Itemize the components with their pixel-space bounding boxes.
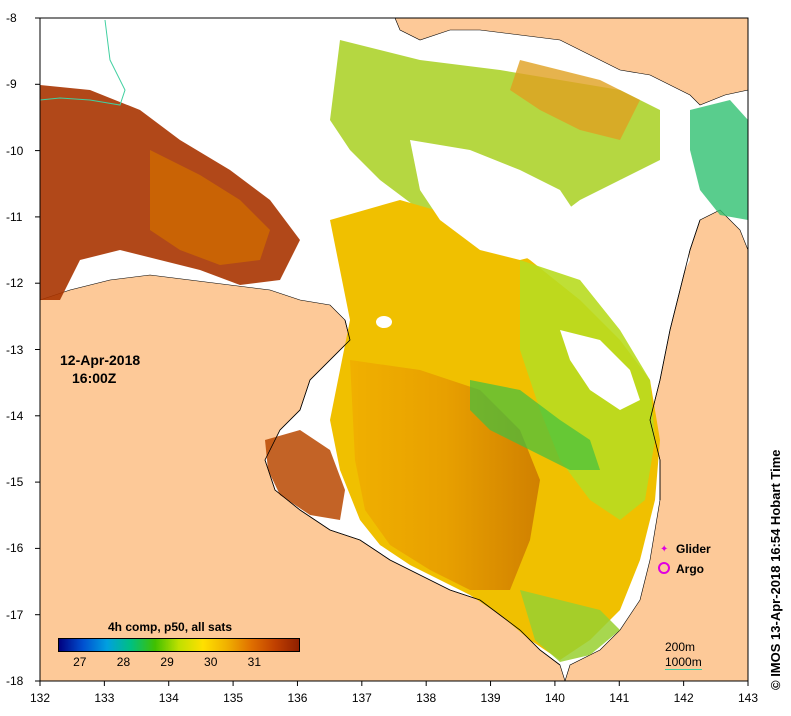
cloud-gap-3 [560,330,640,410]
cloud-gap-2 [600,170,690,330]
y-tick-label: -13 [6,342,24,357]
sst-data [40,30,748,662]
colorbar-tick-label: 28 [116,655,131,669]
y-tick-label: -12 [6,276,24,291]
coastline [264,219,701,666]
axis-ticks [35,17,749,686]
sst-north-orange [510,60,640,140]
x-tick-label: 133 [94,691,115,705]
sst-east-cool [690,100,748,220]
x-tick-label: 132 [30,691,51,705]
colorbar-tick-label: 29 [160,655,174,669]
x-tick-label: 136 [287,691,308,705]
colorbar-title: 4h comp, p50, all sats [108,620,233,634]
glider-marker-icon: ✦ [660,544,669,555]
y-tick-label: -15 [6,475,24,490]
cloud-gap-5 [140,30,330,160]
x-tick-label: 134 [158,691,179,705]
time-label: 16:00Z [72,370,117,386]
y-tick-label: -11 [6,209,23,224]
sst-gulf-green-south [520,590,620,662]
depth-contour [39,19,126,106]
y-tick-label: -17 [6,607,24,622]
y-tick-label: -18 [6,674,24,688]
argo-marker-icon [658,562,670,574]
x-tick-label: 142 [673,691,694,705]
colorbar-tick-label: 27 [73,655,87,669]
x-tick-label: 138 [416,691,437,705]
glider-label: Glider [676,542,711,556]
x-tick-label: 141 [609,691,630,705]
colorbar-tick-label: 31 [247,655,262,669]
credit-label: © IMOS 13-Apr-2018 16:54 Hobart Time [768,449,783,690]
y-tick-label: -14 [6,408,24,423]
y-tick-label: -16 [6,541,24,556]
y-tick-label: -8 [6,11,17,25]
y-tick-label: -10 [6,143,24,158]
colorbar [58,638,300,652]
x-tick-label: 139 [480,691,501,705]
argo-label: Argo [676,562,704,576]
colorbar-tick-label: 30 [204,655,218,669]
x-tick-label: 135 [223,691,244,705]
depth-1000m: 1000m [665,655,702,670]
x-tick-label: 140 [544,691,565,705]
depth-200m: 200m [665,640,696,654]
date-label: 12-Apr-2018 [60,352,141,368]
land-new-guinea [394,17,749,106]
sst-gulf-green-east [520,260,655,520]
sst-west-mid [150,150,270,265]
sst-east-green-strip [470,380,600,470]
y-tick-label: -9 [6,77,17,92]
cloud-gap-4 [376,316,392,328]
x-tick-label: 137 [351,691,372,705]
cloud-gap-1 [410,140,580,260]
x-tick-label: 143 [738,691,759,705]
